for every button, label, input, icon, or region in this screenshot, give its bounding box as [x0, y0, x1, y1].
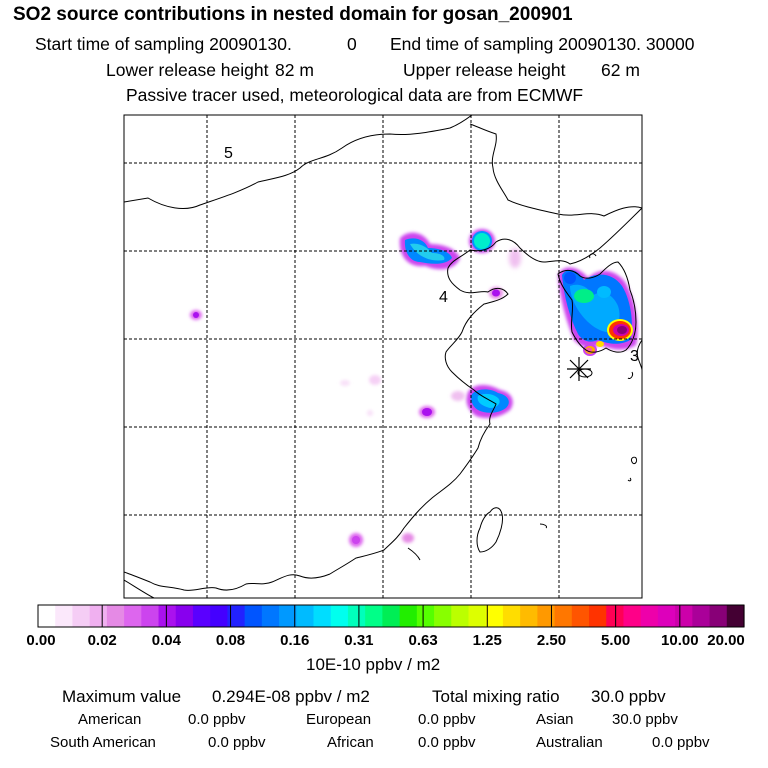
yangtze-west-plume: [419, 391, 465, 418]
coastlines: [124, 115, 642, 598]
colorbar-cell: [554, 605, 573, 627]
colorbar-unit: 10E-10 ppbv / m2: [306, 655, 441, 674]
colorbar-cell: [89, 605, 108, 627]
colorbar-cell: [726, 605, 745, 627]
colorbar-cell: [692, 605, 711, 627]
colorbar-label: 1.25: [472, 632, 502, 649]
central-plume-a: [369, 375, 381, 385]
colorbar-cell: [192, 605, 211, 627]
colorbar-cell: [55, 605, 74, 627]
region-african-label: African: [327, 734, 374, 751]
colorbar-cell: [365, 605, 383, 627]
colorbar-cell: [537, 605, 556, 627]
region-asian-value: 30.0 ppbv: [612, 711, 678, 728]
chart-title: SO2 source contributions in nested domai…: [13, 4, 573, 25]
start-time-hour: 0: [347, 34, 357, 54]
colorbar-cell: [72, 605, 91, 627]
south-plume-b: [402, 533, 414, 543]
colorbar-cell: [675, 605, 693, 627]
region-european-label: European: [306, 711, 372, 728]
colorbar-label: 20.00: [707, 632, 745, 649]
tracer-note: Passive tracer used, meteorological data…: [126, 85, 584, 105]
grid: [124, 115, 642, 598]
colorbar-label: 0.31: [344, 632, 374, 649]
colorbar-cell: [589, 605, 607, 627]
region-american-value: 0.0 ppbv: [188, 711, 246, 728]
colorbar-label: 0.16: [280, 632, 310, 649]
west-plume: [190, 310, 202, 320]
colorbar-cell: [640, 605, 659, 627]
colorbar-cell: [468, 605, 487, 627]
colorbar-label: 0.04: [151, 632, 181, 649]
lower-height-value: 82 m: [275, 60, 314, 80]
colorbar-cell: [38, 605, 56, 627]
colorbar-cell: [141, 605, 160, 627]
beijing-plume: [469, 229, 495, 253]
colorbar-cell: [416, 605, 435, 627]
colorbar-cell: [124, 605, 142, 627]
colorbar-label: 0.00: [26, 632, 56, 649]
day-marker-5: 5: [224, 145, 233, 162]
upper-height-label: Upper release height: [403, 60, 566, 80]
max-value: 0.294E-08 ppbv / m2: [212, 687, 370, 706]
colorbar-label: 0.08: [215, 632, 246, 649]
region-american-label: American: [78, 711, 142, 728]
total-mixing-value: 30.0 ppbv: [591, 687, 666, 706]
colorbar-cell: [313, 605, 332, 627]
colorbar-label: 0.02: [87, 632, 117, 649]
colorbar-cell: [330, 605, 349, 627]
colorbar-cell: [485, 605, 504, 627]
max-value-label: Maximum value: [62, 687, 182, 706]
colorbar-cell: [709, 605, 728, 627]
colorbar-cell: [502, 605, 521, 627]
colorbar: [37, 604, 745, 628]
colorbar-cell: [347, 605, 366, 627]
colorbar-label: 0.63: [408, 632, 438, 649]
colorbar-cell: [279, 605, 297, 627]
day-marker-4: 4: [439, 289, 448, 306]
colorbar-label: 2.50: [536, 632, 567, 649]
bohai-north-plume: [509, 248, 521, 268]
colorbar-cell: [399, 605, 418, 627]
region-south-american-value: 0.0 ppbv: [208, 734, 266, 751]
region-south-american-label: South American: [50, 734, 156, 751]
colorbar-cell: [227, 605, 246, 627]
end-time-label: End time of sampling 20090130. 30000: [390, 34, 695, 54]
colorbar-cell: [106, 605, 125, 627]
colorbar-cell: [261, 605, 280, 627]
colorbar-cell: [244, 605, 263, 627]
colorbar-cell: [520, 605, 538, 627]
colorbar-cell: [382, 605, 401, 627]
map-frame: [123, 114, 643, 599]
region-african-value: 0.0 ppbv: [418, 734, 476, 751]
region-asian-label: Asian: [536, 711, 574, 728]
region-australian-label: Australian: [536, 734, 603, 751]
colorbar-label: 5.00: [601, 632, 631, 649]
day-marker-3: 3: [630, 348, 639, 365]
colorbar-cell: [158, 605, 177, 627]
region-australian-value: 0.0 ppbv: [652, 734, 710, 751]
colorbar-cell: [210, 605, 229, 627]
colorbar-cell: [623, 605, 642, 627]
colorbar-cell: [571, 605, 590, 627]
receptor-star-icon: [567, 357, 591, 381]
colorbar-label: 10.00: [661, 632, 699, 649]
colorbar-cell: [657, 605, 676, 627]
shandong-plume: [489, 287, 503, 299]
start-time-label: Start time of sampling 20090130.: [35, 34, 292, 54]
colorbar-cell: [451, 605, 470, 627]
colorbar-cell: [296, 605, 315, 627]
central-plume-b: [340, 380, 373, 416]
colorbar-cell: [175, 605, 194, 627]
colorbar-cell: [434, 605, 452, 627]
region-european-value: 0.0 ppbv: [418, 711, 476, 728]
total-mixing-label: Total mixing ratio: [432, 687, 560, 706]
lower-height-label: Lower release height: [106, 60, 269, 80]
south-plume-a: [349, 533, 363, 547]
korea-south-peak: [607, 319, 633, 341]
upper-height-value: 62 m: [601, 60, 640, 80]
